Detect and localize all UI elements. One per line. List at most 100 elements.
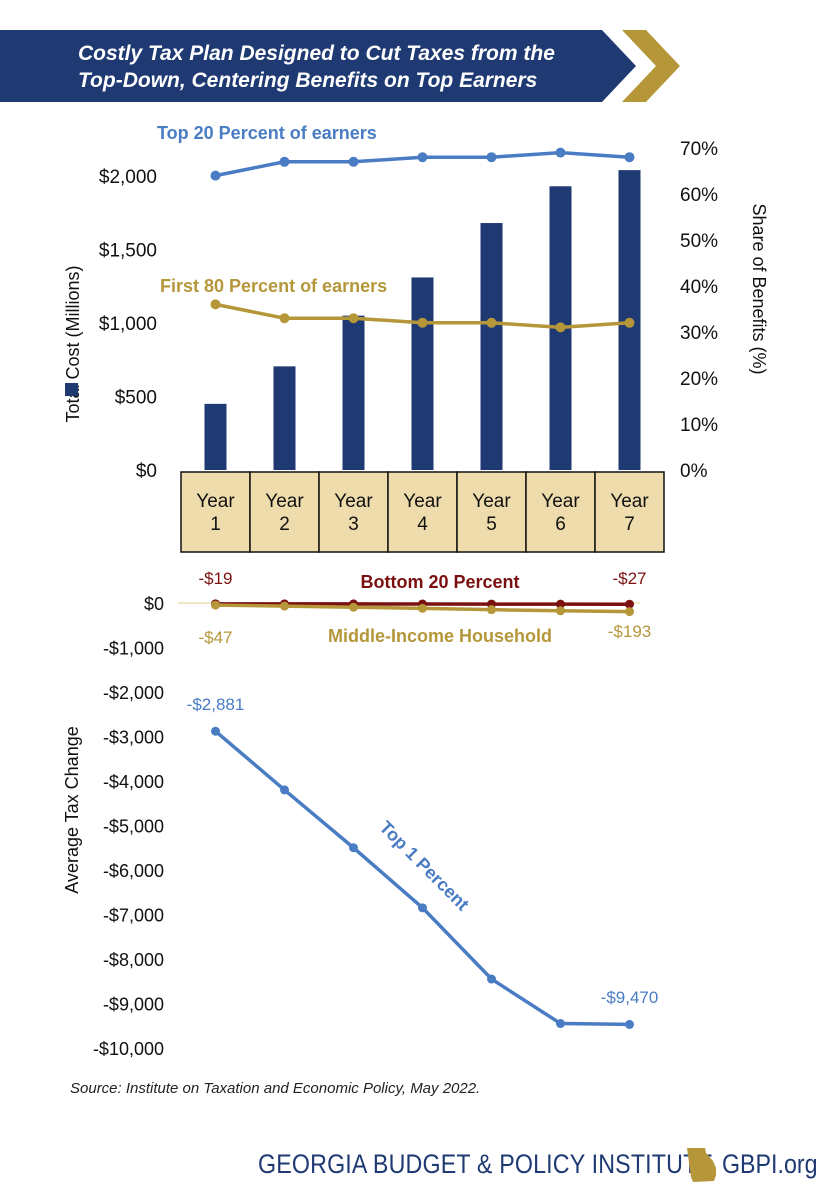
tax-y-tick-label: -$10,000	[93, 1039, 164, 1059]
category-label-line-1: Year	[196, 491, 235, 512]
y2-tick-label: 20%	[680, 369, 718, 390]
tax-y-tick-label: -$8,000	[103, 950, 164, 970]
y-axis-title: Total Cost (Millions)	[63, 265, 83, 422]
banner-navy-shape	[0, 30, 636, 102]
share-point	[486, 317, 497, 328]
share-point	[348, 156, 359, 167]
category-box-4	[387, 471, 458, 553]
y2-axis-title: Share of Benefits (%)	[749, 203, 769, 374]
tax-point	[487, 605, 496, 615]
tax-point	[556, 1019, 565, 1029]
category-label-line-1: Year	[334, 491, 373, 512]
tax-point	[625, 607, 634, 617]
category-box-1	[180, 471, 251, 553]
tax-point	[625, 1019, 634, 1029]
org-name: GEORGIA BUDGET & POLICY INSTITUTE	[258, 1149, 714, 1179]
y2-tick-label: 30%	[680, 323, 718, 344]
share-point	[348, 313, 359, 324]
tax-point	[487, 974, 496, 984]
y2-tick-label: 10%	[680, 415, 718, 436]
y-tick-label: $1,500	[99, 241, 157, 262]
share-point	[486, 152, 497, 163]
category-label-line-2: 7	[624, 514, 635, 535]
category-box-3	[318, 471, 389, 553]
category-label-line-2: 4	[417, 514, 428, 535]
tax-point	[625, 599, 634, 609]
bar-year-5	[480, 223, 503, 470]
website-link[interactable]: GBPI.org	[722, 1149, 818, 1179]
y-tick-label: $2,000	[99, 167, 157, 188]
y2-tick-label: 50%	[680, 231, 718, 252]
category-label-line-2: 3	[348, 514, 359, 535]
banner-title: Costly Tax Plan Designed to Cut Taxes fr…	[78, 40, 638, 94]
y-tick-label: $0	[136, 461, 157, 482]
share-point	[555, 322, 566, 333]
share-point	[210, 299, 221, 310]
category-box-6	[525, 471, 596, 553]
y-tick-label: $1,000	[99, 314, 157, 335]
data-label-bottom-20-first: -$19	[198, 569, 232, 588]
tax-point	[211, 726, 220, 736]
source-note: Source: Institute on Taxation and Econom…	[70, 1080, 481, 1097]
y2-tick-label: 40%	[680, 277, 718, 298]
tax-y-tick-label: -$6,000	[103, 861, 164, 881]
tax-point	[349, 843, 358, 853]
data-label-top-1-last: -$9,470	[601, 988, 659, 1007]
category-label-line-2: 1	[210, 514, 221, 535]
tax-y-axis-title: Average Tax Change	[62, 726, 82, 893]
y-tick-label: $500	[115, 388, 157, 409]
category-box-7	[594, 471, 665, 553]
tax-point	[280, 601, 289, 611]
tax-point	[418, 603, 427, 613]
chart-canvas: $0 $500 $1,000 $1,500 $2,000 0% 10% 20% 30% 40% 50…	[62, 123, 769, 1059]
share-point	[624, 152, 635, 163]
category-label-line-1: Year	[541, 491, 580, 512]
share-point	[279, 156, 290, 167]
share-point	[555, 147, 566, 158]
title-banner	[0, 30, 680, 102]
category-label-line-2: 5	[486, 514, 497, 535]
series-label-bottom-20: Bottom 20 Percent	[360, 572, 519, 592]
banner-title-line-2: Top-Down, Centering Benefits on Top Earn…	[78, 69, 538, 92]
share-point	[279, 313, 290, 324]
category-label-line-1: Year	[472, 491, 511, 512]
share-point	[417, 152, 428, 163]
bar-year-2	[273, 366, 296, 470]
share-point	[624, 317, 635, 328]
category-label-line-1: Year	[265, 491, 304, 512]
legend-swatch-total-cost	[65, 383, 78, 396]
y2-tick-label: 60%	[680, 185, 718, 206]
tax-point	[418, 903, 427, 913]
category-box-2	[249, 471, 320, 553]
tax-y-tick-label: -$3,000	[103, 728, 164, 748]
category-label-line-2: 6	[555, 514, 566, 535]
bar-year-4	[411, 277, 434, 470]
category-label-line-2: 2	[279, 514, 290, 535]
tax-y-tick-label: -$2,000	[103, 683, 164, 703]
tax-point	[556, 599, 565, 609]
tax-y-tick-label: -$9,000	[103, 995, 164, 1015]
category-label-line-1: Year	[403, 491, 442, 512]
data-label-top-1-first: -$2,881	[187, 695, 245, 714]
data-label-bottom-20-last: -$27	[612, 569, 646, 588]
tax-point	[556, 606, 565, 616]
bar-year-3	[342, 315, 365, 470]
data-label-middle-last: -$193	[608, 622, 651, 641]
tax-y-tick-label: -$4,000	[103, 772, 164, 792]
series-label-top-1: Top 1 Percent	[376, 817, 473, 914]
y2-tick-label: 0%	[680, 461, 708, 482]
y2-tick-label: 70%	[680, 139, 718, 160]
category-label-line-1: Year	[610, 491, 649, 512]
tax-y-tick-label: $0	[144, 594, 164, 614]
tax-y-tick-label: -$5,000	[103, 817, 164, 837]
data-label-middle-first: -$47	[198, 628, 232, 647]
tax-y-tick-label: -$7,000	[103, 906, 164, 926]
series-label-middle-income: Middle-Income Household	[328, 626, 552, 646]
share-point	[210, 170, 221, 181]
banner-title-line-1: Costly Tax Plan Designed to Cut Taxes fr…	[78, 42, 555, 65]
share-point	[417, 317, 428, 328]
tax-y-tick-label: -$1,000	[103, 639, 164, 659]
series-label-first-80: First 80 Percent of earners	[160, 276, 387, 296]
georgia-state-icon	[687, 1148, 716, 1182]
category-box-5	[456, 471, 527, 553]
